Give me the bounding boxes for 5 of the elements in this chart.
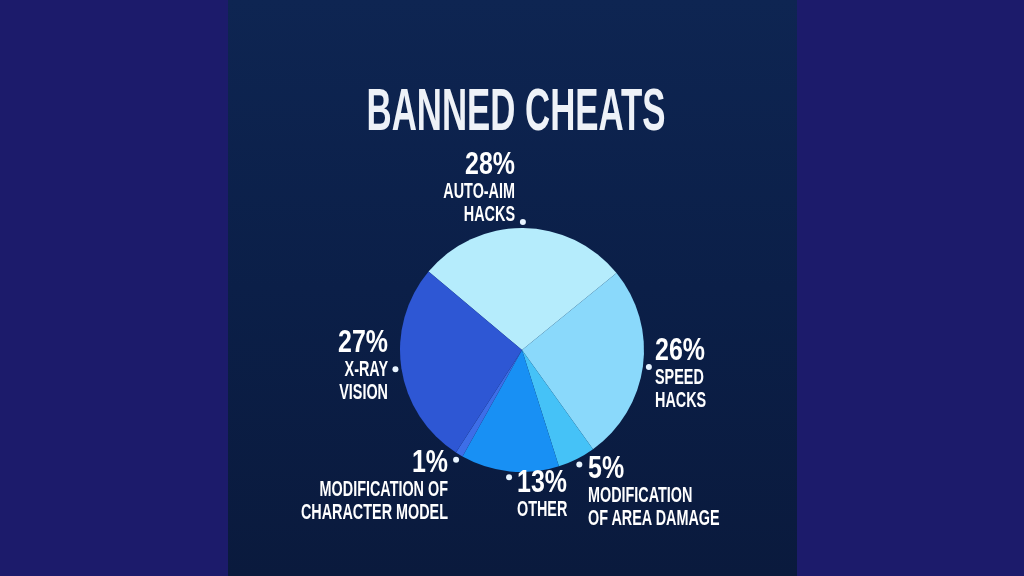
chart-title: BANNED CHEATS xyxy=(366,76,666,143)
pie-slice xyxy=(462,350,559,472)
pie-slice xyxy=(455,350,522,457)
pie-slice xyxy=(428,228,617,350)
pie-slice xyxy=(522,272,644,450)
